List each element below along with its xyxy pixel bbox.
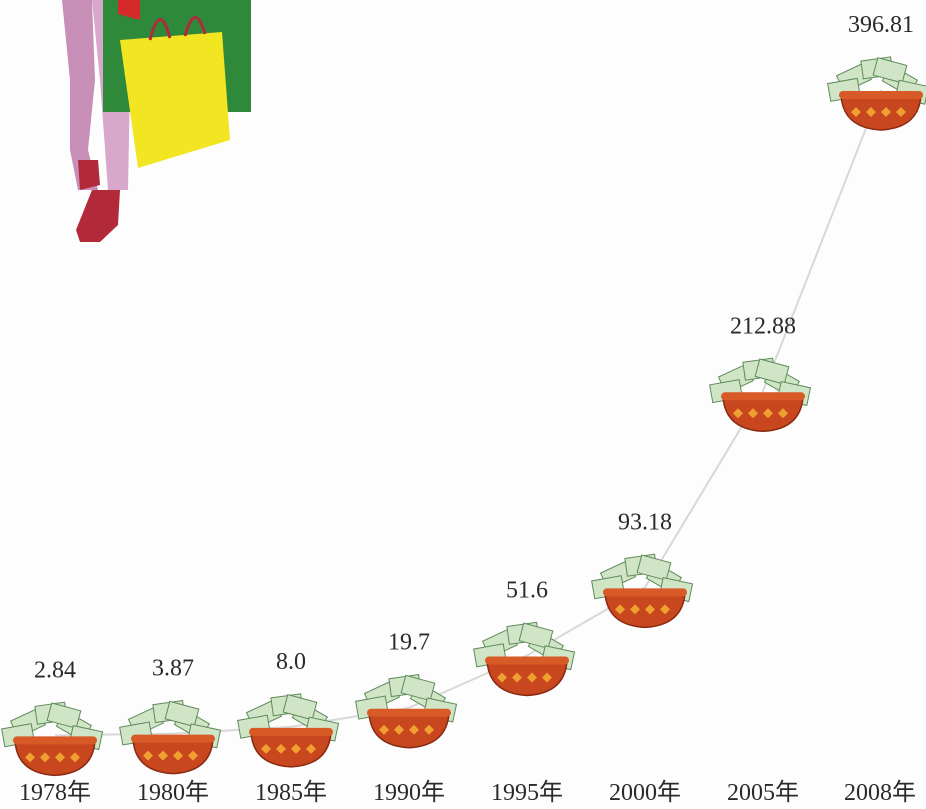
pot-body xyxy=(604,591,686,629)
x-tick-label: 2005年 xyxy=(727,779,799,806)
pot-pattern xyxy=(143,750,198,761)
pot-pattern xyxy=(25,752,80,763)
bag xyxy=(120,32,230,168)
bag-handle xyxy=(148,16,207,41)
x-tick-label: 1990年 xyxy=(373,779,445,806)
pot-rim xyxy=(721,392,805,401)
shoe xyxy=(76,190,120,242)
x-tick-label: 1985年 xyxy=(255,779,327,806)
banknote xyxy=(872,57,908,84)
x-tick-label: 1995年 xyxy=(491,779,563,806)
money-pot xyxy=(827,56,926,131)
banknote xyxy=(282,693,318,721)
pot-body xyxy=(250,731,332,768)
pot-rim xyxy=(839,91,923,99)
pot-rim xyxy=(131,734,215,743)
shoe xyxy=(78,160,100,190)
pot-pattern xyxy=(379,724,434,735)
value-label: 2.84 xyxy=(34,657,76,683)
pot-pattern xyxy=(733,408,788,419)
pot-rim xyxy=(13,736,97,745)
leg xyxy=(62,0,98,190)
value-label: 212.88 xyxy=(730,313,796,339)
bag xyxy=(118,0,140,20)
pot-body xyxy=(840,94,922,131)
pot-body xyxy=(368,711,450,749)
pot-rim xyxy=(485,656,569,665)
pot-body xyxy=(722,395,804,433)
pot-rim xyxy=(367,708,451,717)
x-tick-label: 1978年 xyxy=(19,779,91,806)
shopper-illustration xyxy=(62,0,251,242)
pot-body xyxy=(14,739,96,777)
banknote xyxy=(754,358,790,385)
money-pot xyxy=(473,621,576,697)
banknote xyxy=(46,702,82,729)
pot-pattern xyxy=(851,107,906,117)
banknote xyxy=(518,622,554,649)
money-pot xyxy=(709,357,812,433)
banknote xyxy=(636,554,672,581)
value-label: 8.0 xyxy=(276,649,306,675)
value-label: 93.18 xyxy=(618,509,672,535)
x-tick-label: 2008年 xyxy=(844,779,916,806)
value-label: 396.81 xyxy=(848,12,914,38)
pot-rim xyxy=(603,588,687,597)
money-pot xyxy=(237,693,340,768)
pot-pattern xyxy=(497,672,552,683)
value-label: 3.87 xyxy=(152,656,194,682)
value-label: 19.7 xyxy=(388,630,430,656)
pot-pattern xyxy=(261,743,316,754)
money-pot xyxy=(119,699,222,775)
banknote xyxy=(400,674,436,702)
money-pot xyxy=(1,701,104,777)
money-pot xyxy=(355,674,458,749)
x-tick-label: 1980年 xyxy=(137,779,209,806)
pot-body xyxy=(486,659,568,697)
value-label: 51.6 xyxy=(506,577,548,603)
money-pot xyxy=(591,553,694,629)
pot-rim xyxy=(249,727,333,736)
banknote xyxy=(164,700,200,728)
pot-body xyxy=(132,737,214,775)
pot-pattern xyxy=(615,604,670,615)
x-tick-label: 2000年 xyxy=(609,779,681,806)
